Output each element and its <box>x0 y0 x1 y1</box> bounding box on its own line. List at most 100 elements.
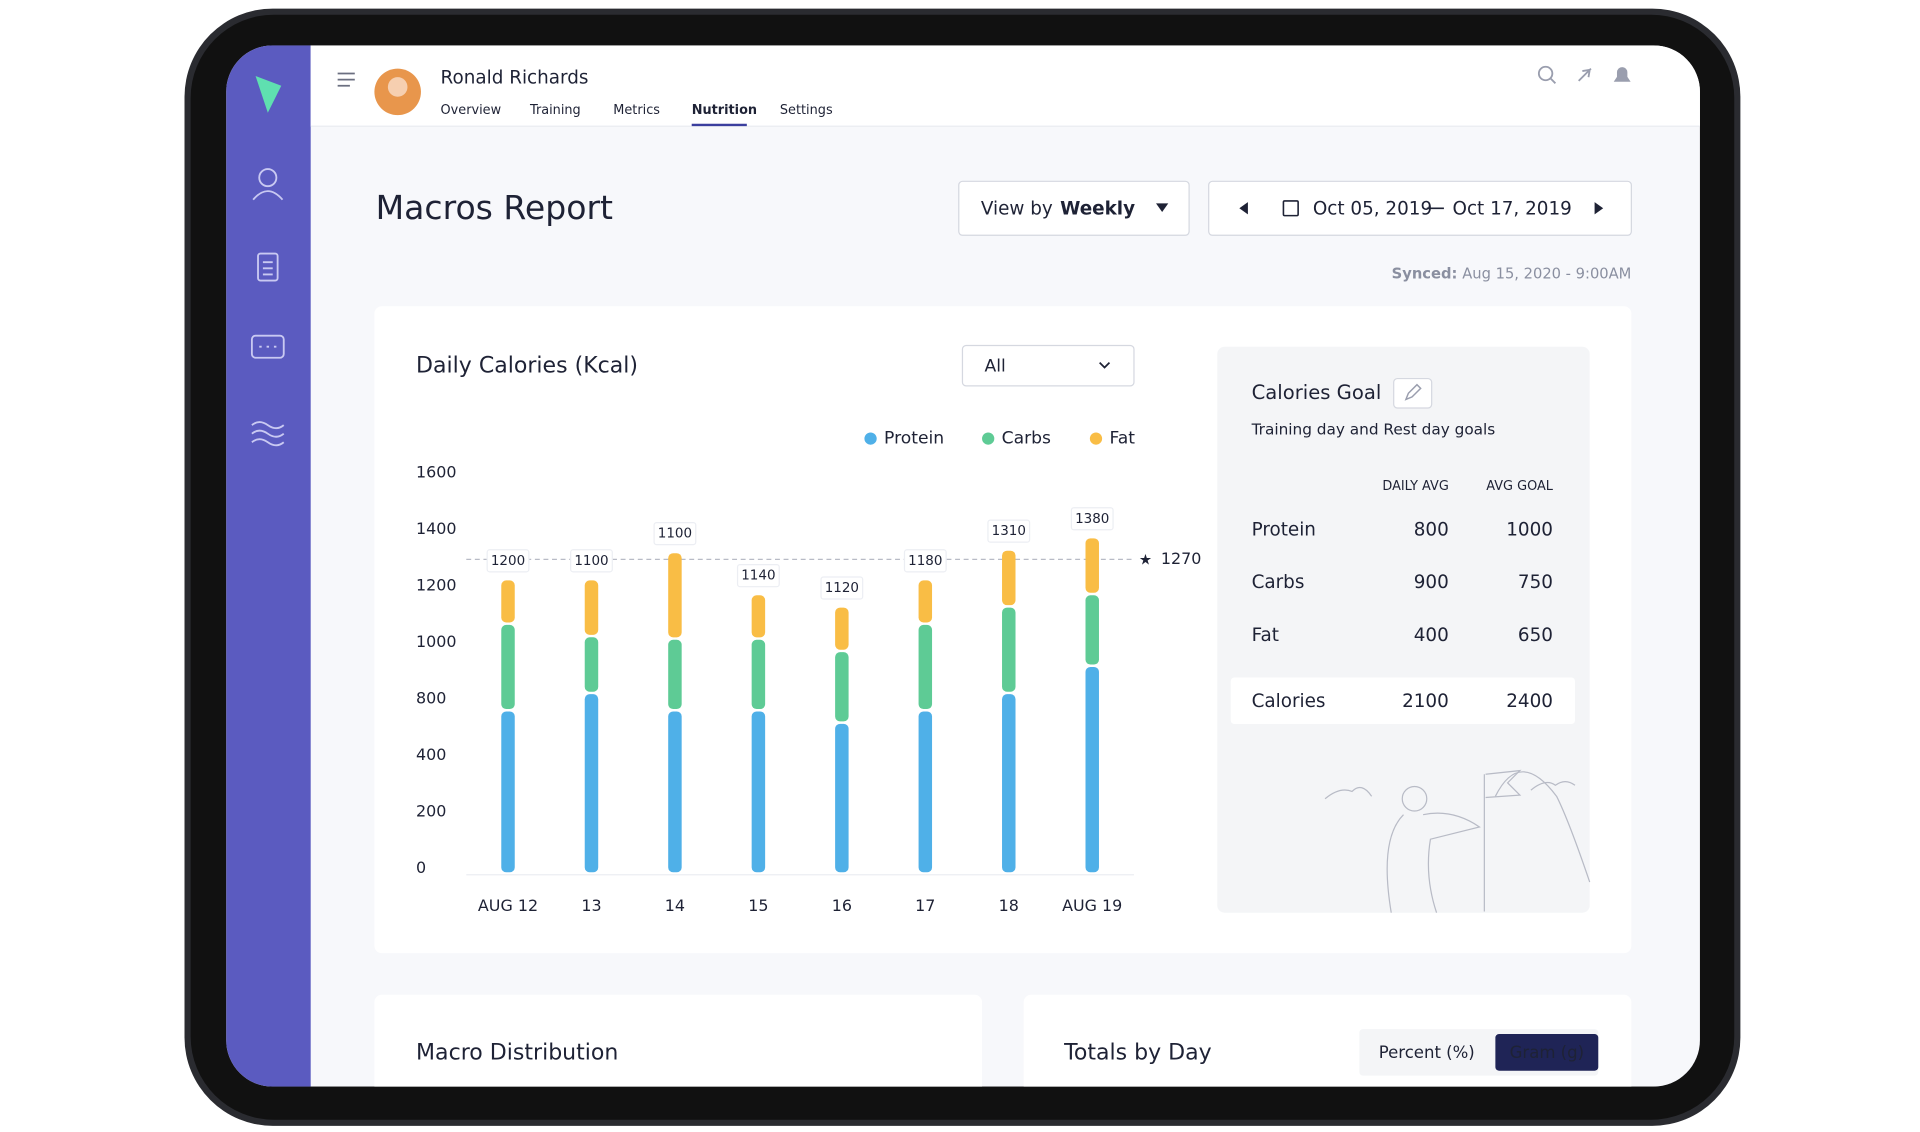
total-daily-avg: 2100 <box>1402 691 1449 712</box>
macro-distribution-title: Macro Distribution <box>416 1041 618 1066</box>
icon-rocket[interactable] <box>1578 67 1592 82</box>
date-end: Oct 17, 2019 <box>1452 198 1571 219</box>
legend-label: Carbs <box>1002 429 1051 449</box>
macro-name: Protein <box>1252 519 1316 540</box>
goal-star: ★ <box>1139 552 1152 569</box>
total-label: 1180 <box>908 553 942 569</box>
x-tick-label: 14 <box>665 896 685 915</box>
synced-value: Aug 15, 2020 - 9:00AM <box>1462 265 1631 282</box>
goal-subtitle: Training day and Rest day goals <box>1251 421 1496 439</box>
goal-illustration <box>1324 769 1591 913</box>
total-label-bg <box>736 564 780 588</box>
y-tick-label: 0 <box>416 858 426 877</box>
bar-segment <box>1002 694 1016 873</box>
icon-waves[interactable] <box>251 421 285 447</box>
bar-segment <box>918 711 933 873</box>
nav-tab[interactable]: Nutrition <box>692 103 757 118</box>
legend-swatch <box>864 432 877 445</box>
avatar-face <box>387 77 408 97</box>
daily-avg: 800 <box>1414 519 1449 540</box>
edit-goal-button[interactable] <box>1393 377 1433 409</box>
date-start: Oct 05, 2019 <box>1313 198 1432 219</box>
legend-swatch <box>1089 432 1103 445</box>
sidebar-icons <box>250 168 285 447</box>
view-by-value: Weekly <box>1060 198 1135 219</box>
icon-chat[interactable] <box>250 334 285 359</box>
icon-users[interactable] <box>258 168 278 188</box>
sidebar <box>226 45 311 1087</box>
bar-segment <box>751 595 766 638</box>
bar-segment <box>501 711 515 873</box>
view-by-dropdown[interactable] <box>958 180 1190 236</box>
total-label-bg <box>820 576 864 600</box>
legend-label: Protein <box>884 429 944 449</box>
nav-tab[interactable]: Training <box>529 103 581 118</box>
filter-caret <box>1099 362 1111 369</box>
screen: Ronald Richards Overview Training Metrics N… <box>226 45 1700 1087</box>
toggle-active <box>1495 1033 1599 1071</box>
nav-tab[interactable]: Metrics <box>613 103 660 118</box>
column-header: AVG GOAL <box>1486 479 1553 494</box>
total-label-bg <box>486 549 530 573</box>
bar-segment <box>751 639 766 710</box>
bar-segment <box>668 639 682 710</box>
total-name: Calories <box>1252 691 1326 712</box>
goal-panel <box>1217 346 1590 913</box>
bar-segment <box>918 624 933 710</box>
chart-title: Daily Calories (Kcal) <box>416 353 638 378</box>
total-label-bg <box>1070 507 1114 531</box>
filter-value: All <box>985 356 1006 376</box>
toggle-option[interactable]: Gram (g) <box>1510 1043 1584 1062</box>
view-by-label: View by Weekly <box>981 198 1135 219</box>
bar-segment <box>1002 607 1016 692</box>
bar-segment <box>1085 538 1099 593</box>
x-tick-label: 17 <box>915 896 935 915</box>
bar-segment <box>835 607 849 650</box>
header <box>310 45 1700 127</box>
y-tick-label: 1600 <box>416 462 456 481</box>
macro-name: Carbs <box>1252 572 1305 593</box>
x-tick-label: 15 <box>748 896 768 915</box>
column-header: DAILY AVG <box>1382 479 1448 494</box>
report-title: Macros Report <box>376 188 613 227</box>
avg-goal: 1000 <box>1506 519 1553 540</box>
bar-segment <box>918 580 933 623</box>
synced: Synced: Aug 15, 2020 - 9:00AM <box>1392 265 1632 282</box>
x-tick-label: 13 <box>581 896 601 915</box>
total-label-bg <box>903 549 947 573</box>
x-tick-label: 16 <box>832 896 852 915</box>
y-tick-label: 1400 <box>416 519 456 538</box>
bar-segment <box>1085 666 1099 873</box>
bar-segment <box>668 553 682 638</box>
next-range[interactable] <box>1594 202 1604 215</box>
y-tick-label: 1000 <box>416 632 456 651</box>
goal-title: Calories Goal <box>1252 381 1382 404</box>
x-tick-label: AUG 12 <box>478 896 538 915</box>
prev-range[interactable] <box>1239 202 1248 215</box>
icon-notes[interactable] <box>257 252 279 282</box>
legend-swatch <box>982 432 995 445</box>
synced-label: Synced: <box>1392 265 1458 282</box>
header-icons <box>1537 65 1631 84</box>
goal-line-label: 1270 <box>1161 549 1201 568</box>
y-tick-label: 400 <box>416 745 446 764</box>
bar-segment <box>501 580 515 623</box>
bar-segment <box>584 694 599 873</box>
daily-avg: 900 <box>1414 572 1449 593</box>
dropdown-caret <box>1156 203 1169 212</box>
nav-tab[interactable]: Settings <box>780 103 833 118</box>
nav-tab[interactable]: Overview <box>441 103 502 118</box>
date-range-picker <box>1208 180 1632 236</box>
y-tick-label: 800 <box>416 689 446 708</box>
bar-segment <box>668 711 682 873</box>
toggle-option[interactable]: Percent (%) <box>1379 1043 1475 1062</box>
menu-button[interactable] <box>337 72 355 87</box>
icon-search[interactable] <box>1537 65 1554 82</box>
total-label: 1310 <box>992 523 1026 539</box>
icon-bell[interactable] <box>1613 67 1631 82</box>
bar-segment <box>584 637 599 692</box>
filter-dropdown[interactable] <box>961 344 1135 387</box>
logo <box>255 75 282 113</box>
